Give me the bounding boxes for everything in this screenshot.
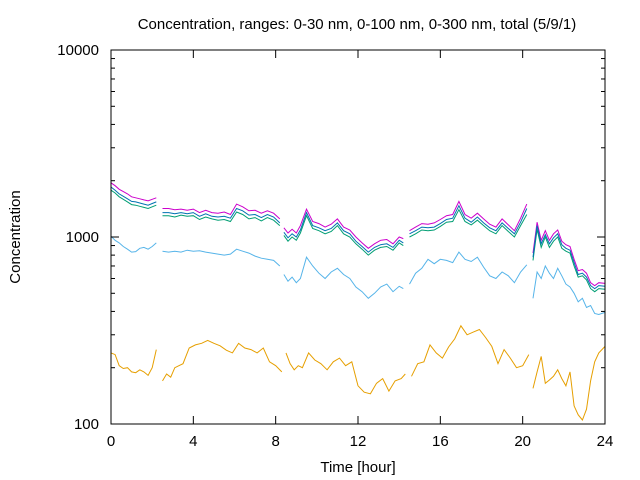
- series-line-segment: [110, 186, 157, 206]
- series-0: [110, 324, 606, 421]
- y-tick-label: 10000: [57, 42, 99, 59]
- series-line-segment: [162, 211, 281, 226]
- x-tick-label: 16: [432, 433, 449, 450]
- y-axis-label: Concentration: [7, 190, 24, 283]
- x-tick-label: 24: [597, 433, 614, 450]
- series-line-segment: [162, 203, 281, 220]
- series-line-segment: [162, 207, 281, 224]
- series-line-segment: [409, 208, 528, 238]
- series-line-segment: [409, 251, 528, 285]
- series-line-segment: [283, 207, 404, 249]
- x-tick-label: 4: [189, 433, 197, 450]
- series-line-segment: [532, 264, 606, 316]
- series-line-segment: [532, 225, 606, 290]
- x-tick-label: 20: [514, 433, 531, 450]
- series-line-segment: [283, 256, 404, 299]
- series-1: [110, 235, 606, 316]
- x-tick-label: 12: [350, 433, 367, 450]
- series-line-segment: [110, 189, 157, 210]
- series-line-segment: [285, 351, 406, 395]
- series-line-segment: [110, 235, 157, 253]
- axes-layer: 0 4 8 12 16 20 24 100 1000 10000: [57, 42, 613, 450]
- series-line-segment: [532, 229, 606, 293]
- y-tick-label: 1000: [66, 229, 99, 246]
- x-axis-label: Time [hour]: [320, 459, 395, 476]
- series-line-segment: [409, 200, 528, 232]
- plot-frame: [110, 49, 606, 425]
- series-line-segment: [532, 346, 606, 421]
- series-layer: [110, 182, 606, 421]
- series-line-segment: [110, 349, 157, 377]
- series-line-segment: [110, 182, 157, 202]
- series-line-segment: [283, 214, 404, 256]
- series-line-segment: [409, 204, 528, 235]
- series-4: [110, 186, 606, 290]
- series-line-segment: [411, 324, 530, 377]
- series-line-segment: [532, 222, 606, 287]
- series-line-segment: [162, 248, 281, 267]
- series-2: [110, 189, 606, 293]
- x-tick-label: 0: [107, 433, 115, 450]
- chart-title: Concentration, ranges: 0-30 nm, 0-100 nm…: [138, 16, 577, 33]
- series-3: [110, 182, 606, 287]
- y-tick-label: 100: [74, 416, 99, 433]
- x-tick-label: 8: [271, 433, 279, 450]
- series-line-segment: [162, 339, 283, 382]
- series-line-segment: [283, 211, 404, 253]
